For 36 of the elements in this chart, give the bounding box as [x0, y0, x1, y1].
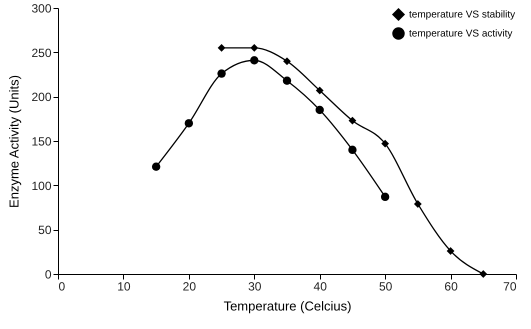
- point: [250, 44, 258, 52]
- point: [348, 146, 357, 154]
- point: [250, 56, 258, 64]
- y-tick-label: 200: [31, 90, 52, 104]
- y-tick-label: 300: [31, 2, 52, 16]
- y-axis-title: Enzyme Activity (Units): [6, 75, 22, 208]
- point: [218, 44, 226, 52]
- x-tick-label: 40: [314, 280, 328, 294]
- x-tick-label: 10: [117, 280, 131, 294]
- legend-label: temperature VS activity: [409, 28, 512, 40]
- x-tick-label: 70: [503, 280, 517, 294]
- point: [446, 247, 454, 255]
- point: [316, 86, 324, 94]
- point: [316, 106, 324, 114]
- point: [184, 119, 194, 128]
- y-tick-label: 0: [44, 268, 52, 282]
- x-axis-title: Temperature (Celcius): [224, 298, 352, 314]
- y-tick-label: 100: [31, 178, 52, 193]
- point: [348, 116, 356, 124]
- y-tick-label: 150: [31, 134, 52, 148]
- point: [381, 140, 390, 148]
- point: [152, 162, 160, 171]
- legend-label: temperature VS stability: [409, 10, 516, 20]
- point: [283, 57, 291, 66]
- point: [282, 76, 292, 85]
- x-tick-label: 30: [248, 280, 262, 294]
- point: [479, 270, 488, 278]
- point: [380, 192, 390, 202]
- point: [414, 200, 422, 208]
- y-tick-label: 50: [38, 223, 52, 238]
- x-tick-label: 50: [378, 280, 393, 294]
- x-tick-label: 20: [182, 280, 196, 294]
- y-tick-label: 250: [31, 46, 52, 60]
- x-tick-label: 60: [444, 280, 458, 294]
- point: [217, 69, 226, 78]
- x-tick-label: 0: [58, 280, 66, 294]
